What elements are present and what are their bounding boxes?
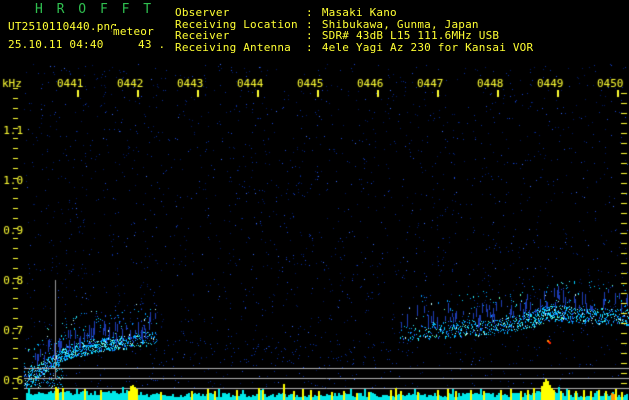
info-sep: :: [306, 29, 313, 42]
info-value: SDR# 43dB L15 111.6MHz USB: [321, 29, 500, 42]
info-sep: :: [306, 6, 313, 19]
info-sep: :: [306, 17, 313, 31]
filename-label: UT2510110440.png: [8, 20, 118, 33]
info-value: Masaki Kano: [321, 6, 397, 19]
info-sep: :: [306, 40, 313, 54]
station-info: Observer: Masaki Kano Receiving Location:…: [175, 7, 533, 53]
info-label: Receiving Antenna: [175, 40, 291, 54]
info-row-receiver: Receiver: SDR# 43dB L15 111.6MHz USB: [175, 30, 533, 42]
info-value: 4ele Yagi Az 230 for Kansai VOR: [321, 40, 534, 54]
info-row-antenna: Receiving Antenna:4ele Yagi Az 230 for K…: [175, 40, 534, 54]
header: H R O F F T UT2510110440.png meteor 25.1…: [0, 0, 629, 60]
info-label: Receiving Location: [175, 17, 298, 31]
info-row-location: Receiving Location: Shibukawa, Gunma, Jap…: [175, 17, 533, 31]
mode-label: meteor: [112, 25, 154, 38]
app-title: H R O F F T: [35, 2, 155, 17]
echo-count-label: 43 .: [138, 38, 166, 51]
info-value: Shibukawa, Gunma, Japan: [321, 17, 479, 31]
info-label: Observer: [175, 6, 230, 19]
datetime-label: 25.10.11 04:40: [8, 38, 104, 51]
info-label: Receiver: [175, 29, 230, 42]
info-row-observer: Observer: Masaki Kano: [175, 7, 533, 19]
